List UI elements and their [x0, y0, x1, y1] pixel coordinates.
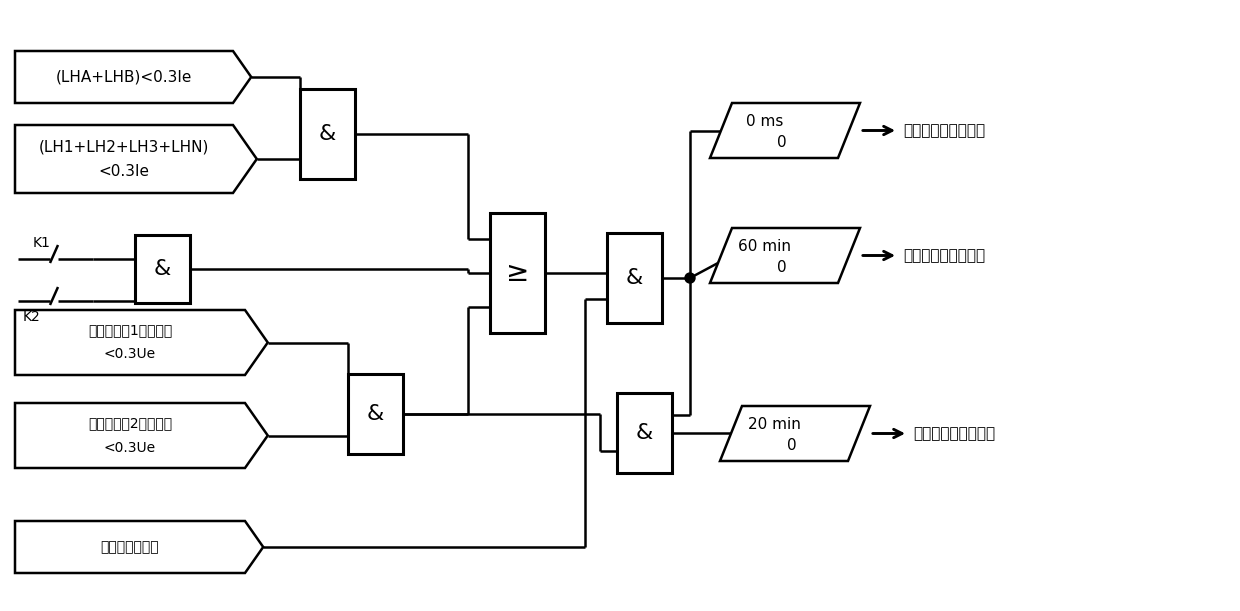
- Bar: [300, 89, 355, 179]
- Text: 变压器油温超高: 变压器油温超高: [100, 540, 159, 554]
- Text: <0.3Ue: <0.3Ue: [104, 441, 156, 455]
- Polygon shape: [15, 51, 252, 103]
- Polygon shape: [15, 403, 268, 468]
- Text: 0: 0: [777, 260, 786, 275]
- Text: 60 min: 60 min: [738, 239, 791, 254]
- Text: 冷却器全停报警信号: 冷却器全停报警信号: [903, 123, 985, 138]
- Text: <0.3Ue: <0.3Ue: [104, 348, 156, 362]
- Text: K2: K2: [24, 310, 41, 324]
- Text: 0: 0: [787, 438, 796, 453]
- Text: <0.3Ie: <0.3Ie: [98, 164, 150, 178]
- Text: 跳变变压器三侧开关: 跳变变压器三侧开关: [913, 426, 996, 441]
- Text: K1: K1: [33, 236, 51, 250]
- Polygon shape: [15, 125, 257, 193]
- Text: &: &: [154, 259, 171, 279]
- Polygon shape: [711, 228, 861, 283]
- Circle shape: [684, 273, 694, 283]
- Text: &: &: [626, 268, 644, 288]
- Bar: [608, 233, 662, 323]
- Polygon shape: [711, 103, 861, 158]
- Polygon shape: [720, 406, 870, 461]
- Text: &: &: [636, 423, 653, 443]
- Text: &: &: [319, 124, 336, 144]
- Text: (LH1+LH2+LH3+LHN): (LH1+LH2+LH3+LHN): [38, 139, 210, 155]
- Text: &: &: [367, 404, 384, 424]
- Polygon shape: [15, 521, 263, 573]
- Text: 20 min: 20 min: [748, 417, 801, 431]
- Polygon shape: [15, 310, 268, 375]
- Text: 冷却器进线1母线电压: 冷却器进线1母线电压: [88, 323, 172, 337]
- Text: 冷却器进线2母线电压: 冷却器进线2母线电压: [88, 417, 172, 431]
- Text: 跳变变压器三侧开关: 跳变变压器三侧开关: [903, 248, 985, 263]
- Bar: [348, 374, 403, 454]
- Text: ≥: ≥: [506, 259, 529, 287]
- Bar: [490, 213, 546, 333]
- Text: 0: 0: [777, 135, 786, 150]
- Text: (LHA+LHB)<0.3Ie: (LHA+LHB)<0.3Ie: [56, 70, 192, 84]
- Bar: [618, 393, 672, 473]
- Text: 0 ms: 0 ms: [746, 114, 784, 129]
- Bar: [135, 235, 190, 303]
